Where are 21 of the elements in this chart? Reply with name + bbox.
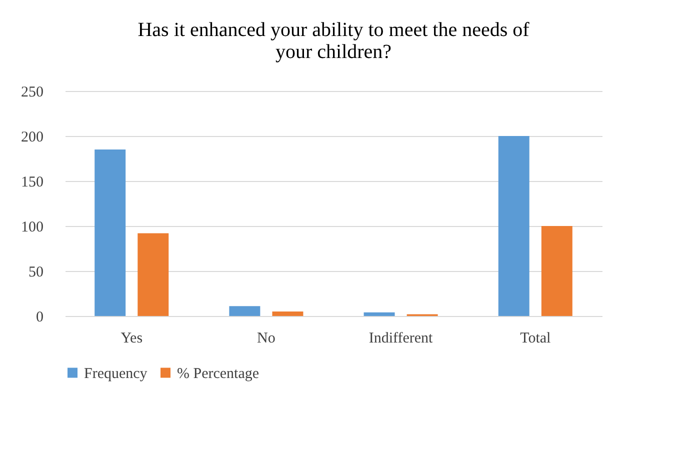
bar xyxy=(94,150,126,316)
bar xyxy=(498,136,530,316)
y-tick-label: 0 xyxy=(36,310,44,326)
bar xyxy=(541,226,572,316)
y-tick-label: 150 xyxy=(21,174,44,190)
text: Has it enhanced your ability to meet the needs of xyxy=(138,19,530,41)
legend-label: Frequency xyxy=(84,366,148,382)
bar xyxy=(229,306,260,316)
y-tick-label: 200 xyxy=(21,130,44,146)
y-tick-label: 50 xyxy=(28,264,44,280)
text: your children? xyxy=(275,41,392,63)
bar xyxy=(272,312,304,316)
x-tick-label: No xyxy=(257,330,276,346)
x-tick-label: Yes xyxy=(120,330,143,346)
y-tick-label: 250 xyxy=(21,84,44,100)
bar xyxy=(138,233,169,316)
x-tick-label: Total xyxy=(520,330,551,346)
y-tick-label: 100 xyxy=(21,220,44,236)
x-tick-label: Indifferent xyxy=(368,330,434,346)
bar xyxy=(364,312,395,316)
legend-label: % Percentage xyxy=(177,366,260,382)
